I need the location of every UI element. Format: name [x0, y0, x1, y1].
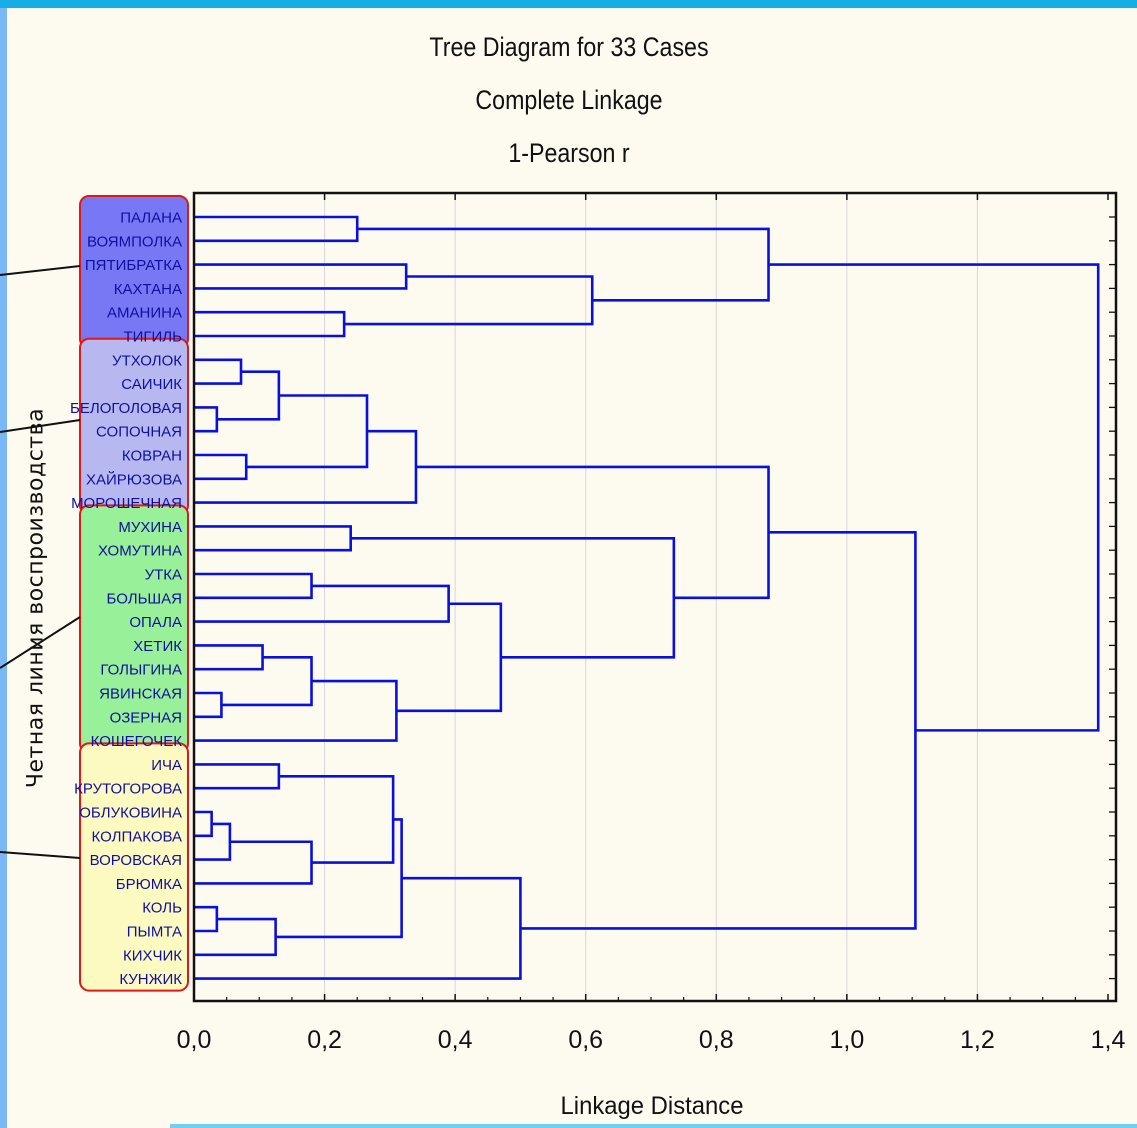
left-accent-bar — [0, 8, 7, 1128]
pointer-lines — [0, 265, 81, 859]
x-tick-label: 1,4 — [1091, 1026, 1126, 1054]
leaf-label: УТКА — [145, 567, 182, 584]
tree-link — [194, 572, 313, 600]
pointer-line — [0, 616, 81, 669]
tree-link — [344, 275, 594, 326]
leaf-labels: ПАЛАНА ВОЯМПОЛКА ПЯТИБРАТКА КАХТАНА АМАНИНА Т… — [70, 210, 182, 989]
pointer-line — [0, 851, 81, 859]
tree-link — [194, 840, 313, 885]
tree-link — [194, 679, 398, 742]
leaf-label: КУНЖИК — [119, 971, 182, 988]
leaf-label: ВОЯМПОЛКА — [87, 233, 182, 250]
leaf-label: ХЕТИК — [133, 638, 182, 655]
pointer-line — [0, 265, 81, 276]
pointer-line — [0, 419, 81, 433]
leaf-label: ХАЙРЮЗОВА — [86, 470, 182, 488]
grid-lines — [324, 193, 978, 1001]
leaf-label: ПЫМТА — [127, 924, 182, 941]
chart-title: Tree Diagram for 33 Cases — [429, 32, 709, 62]
tree-link — [194, 453, 248, 481]
leaf-label: ИЧА — [151, 757, 182, 774]
x-axis-label: Linkage Distance — [561, 1092, 744, 1120]
leaf-label: ГОЛЫГИНА — [100, 662, 182, 679]
leaf-label: МУХИНА — [118, 519, 182, 536]
x-tick-label: 0,2 — [307, 1026, 342, 1054]
leaf-label: ВОРОВСКАЯ — [90, 852, 182, 869]
leaf-label: ОБЛУКОВИНА — [79, 805, 182, 822]
leaf-label: КОЛПАКОВА — [92, 828, 182, 845]
tree-link — [194, 406, 219, 433]
tree-link — [275, 818, 403, 939]
x-tick-label: 0,6 — [568, 1026, 603, 1054]
tree-link — [194, 876, 522, 980]
leaf-label: ХОМУТИНА — [98, 543, 182, 560]
tree-link — [357, 227, 770, 302]
top-accent-bar — [0, 0, 1137, 8]
tree-link — [194, 429, 418, 504]
leaf-label: КАХТАНА — [114, 281, 182, 298]
tree-link — [194, 584, 450, 623]
tree-link — [194, 763, 281, 790]
x-tick-label: 0,4 — [438, 1026, 473, 1054]
axis-ticks: 0,0 0,2 0,4 0,6 0,8 1,0 1,2 1,4 — [177, 193, 1126, 1054]
leaf-label: УТХОЛОК — [112, 352, 182, 369]
leaf-label: КОЛЬ — [142, 900, 182, 917]
tree-link — [194, 917, 277, 957]
leaf-label: АМАНИНА — [107, 305, 182, 322]
tree-link — [278, 775, 395, 864]
tree-links — [194, 215, 1100, 980]
tree-link — [768, 263, 1100, 732]
tree-link — [246, 394, 369, 469]
tree-link — [194, 215, 359, 243]
bottom-accent-strip — [170, 1124, 1137, 1128]
tree-link — [194, 644, 264, 671]
leaf-label: БОЛЬШАЯ — [107, 590, 182, 607]
leaf-label: ТИГИЛЬ — [123, 329, 182, 346]
leaf-label: БРЮМКА — [116, 876, 182, 893]
leaf-label: ОЗЕРНАЯ — [110, 709, 182, 726]
tree-link — [216, 370, 281, 421]
leaf-label: СОПОЧНАЯ — [96, 424, 182, 441]
x-tick-label: 0,0 — [177, 1026, 212, 1054]
tree-link — [194, 822, 232, 861]
x-tick-label: 0,8 — [699, 1026, 734, 1054]
x-tick-label: 1,0 — [829, 1026, 864, 1054]
tree-link — [194, 691, 223, 719]
tree-link — [221, 656, 313, 707]
tree-link — [415, 465, 770, 600]
leaf-label: КОШЕГОЧЕК — [91, 733, 183, 750]
tree-link — [194, 358, 243, 385]
group-boxes — [79, 195, 189, 992]
leaf-label: САИЧИК — [121, 376, 182, 393]
tree-link — [350, 537, 676, 659]
tree-link — [194, 905, 219, 933]
chart-subtitle: Complete Linkage — [475, 85, 663, 115]
leaf-label: КИХЧИК — [123, 947, 182, 964]
tree-link — [194, 525, 352, 552]
tree-link — [520, 531, 917, 930]
tree-link — [194, 810, 213, 838]
leaf-label: КОВРАН — [122, 448, 182, 465]
tree-link — [194, 263, 408, 290]
leaf-label: БЕЛОГОЛОВАЯ — [70, 400, 182, 417]
tree-link — [194, 310, 346, 338]
leaf-label: ЯВИНСКАЯ — [99, 686, 182, 703]
plot-frame — [192, 191, 1118, 1003]
x-tick-label: 1,2 — [960, 1026, 995, 1054]
group-box — [79, 742, 189, 992]
chart-metric: 1-Pearson r — [508, 138, 630, 168]
leaf-label: ПАЛАНА — [120, 210, 182, 227]
leaf-label: ОПАЛА — [129, 614, 182, 631]
leaf-label: ПЯТИБРАТКА — [85, 257, 182, 274]
side-vertical-label: Четная линия воспроизводства — [23, 407, 49, 789]
leaf-label: КРУТОГОРОВА — [74, 781, 182, 798]
leaf-label: МОРОШЕЧНАЯ — [71, 495, 182, 512]
